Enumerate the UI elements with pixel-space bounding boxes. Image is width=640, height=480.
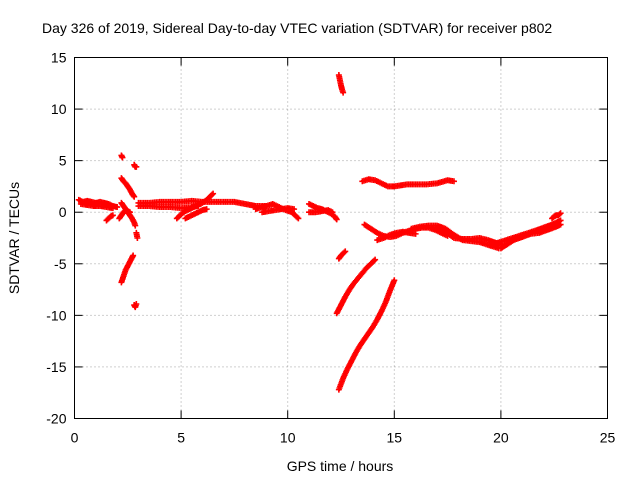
data-arc-arc-10 [118,252,137,286]
data-point-marker [372,256,379,263]
chart-title: Day 326 of 2019, Sidereal Day-to-day VTE… [42,20,552,36]
data-point-marker [450,178,457,185]
y-tick-label: 5 [59,153,67,169]
data-point-marker [295,215,302,222]
data-point-marker [291,206,298,213]
data-arc-arc-14 [173,190,217,222]
data-arc-arc-19 [306,207,336,216]
data-point-marker [557,210,564,217]
data-point-marker [203,206,210,213]
data-point-marker [412,230,419,237]
data-arc-arc-17 [259,205,298,216]
data-arc-arc-24 [359,176,457,190]
data-point-marker [133,301,140,308]
data-point-marker [341,249,348,256]
data-point-marker [340,89,347,96]
data-arc-arc-6 [131,161,140,170]
data-arc-arc-21 [335,248,349,262]
y-tick-label: -10 [46,307,66,323]
data-point-marker [109,212,116,219]
data-point-marker [132,222,139,229]
data-arc-arc-22 [333,256,379,317]
data-point-marker [126,209,133,216]
y-tick-label: 15 [51,50,67,66]
data-arc-arc-31 [549,210,564,222]
plot-frame [74,57,608,419]
data-arc-arc-4 [118,152,126,161]
data-point-marker [557,221,564,228]
data-point-marker [210,190,217,197]
data-point-marker [119,154,126,161]
data-arc-arc-15 [182,206,210,222]
data-point-marker [294,214,301,221]
data-arc-arc-9 [133,229,141,241]
data-point-marker [371,257,378,264]
data-arc-arc-30 [497,221,564,252]
y-tick-label: -20 [46,411,66,427]
data-arc-arc-3 [103,212,116,224]
data-point-marker [114,204,121,211]
data-arc-arc-20 [335,72,347,96]
data-point-marker [333,216,340,223]
data-point-marker [209,191,216,198]
x-tick-label: 20 [493,430,509,446]
x-tick-label: 10 [280,430,296,446]
data-point-marker [131,193,138,200]
data-points-layer [75,72,564,393]
data-point-marker [109,205,116,212]
data-arc-arc-26 [374,228,419,244]
data-point-marker [556,211,563,218]
y-tick-label: 10 [51,101,67,117]
data-point-marker [391,277,398,284]
data-point-marker [130,252,137,259]
data-point-marker [329,209,336,216]
y-tick-label: 0 [59,204,67,220]
data-arc-arc-11 [131,301,140,311]
data-arc-arc-2 [77,200,116,212]
y-axis-label: SDTVAR / TECUs [6,182,22,294]
data-point-marker [133,163,140,170]
x-axis-label: GPS time / hours [287,458,394,474]
data-arc-arc-23 [335,277,398,393]
data-arc-arc-8 [116,207,133,222]
y-tick-label: -5 [54,256,67,272]
data-point-marker [134,235,141,241]
x-tick-label: 5 [177,430,185,446]
x-tick-label: 25 [600,430,616,446]
x-tick-label: 15 [387,430,403,446]
data-arc-arc-29 [487,217,564,249]
grid-lines [74,57,608,419]
data-arc-arc-5 [118,175,138,200]
x-tick-label: 0 [71,430,79,446]
data-point-marker [342,248,349,255]
y-tick-label: -15 [46,359,66,375]
